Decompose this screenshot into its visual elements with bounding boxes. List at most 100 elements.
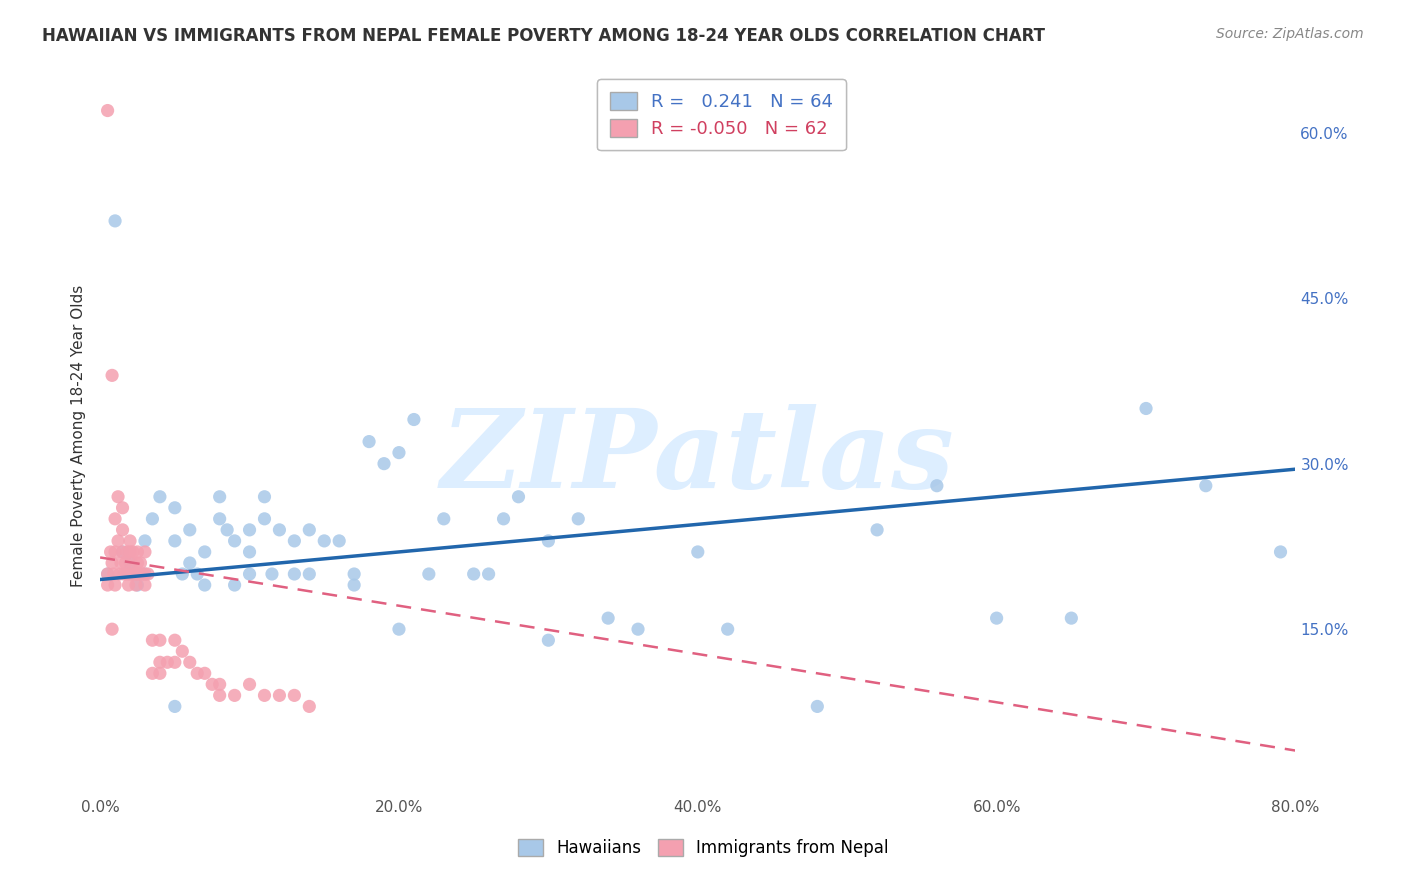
Point xyxy=(172,567,194,582)
Point xyxy=(328,533,350,548)
Point xyxy=(125,578,148,592)
Point xyxy=(127,545,149,559)
Point xyxy=(314,533,336,548)
Text: Source: ZipAtlas.com: Source: ZipAtlas.com xyxy=(1216,27,1364,41)
Point xyxy=(127,556,149,570)
Text: HAWAIIAN VS IMMIGRANTS FROM NEPAL FEMALE POVERTY AMONG 18-24 YEAR OLDS CORRELATI: HAWAIIAN VS IMMIGRANTS FROM NEPAL FEMALE… xyxy=(42,27,1045,45)
Point xyxy=(717,622,740,636)
Point xyxy=(1195,479,1218,493)
Point xyxy=(101,368,124,383)
Point xyxy=(118,567,141,582)
Point xyxy=(478,567,501,582)
Point xyxy=(806,699,828,714)
Point xyxy=(253,512,276,526)
Point xyxy=(131,567,153,582)
Point xyxy=(101,622,124,636)
Point xyxy=(100,545,122,559)
Y-axis label: Female Poverty Among 18-24 Year Olds: Female Poverty Among 18-24 Year Olds xyxy=(72,285,86,587)
Point xyxy=(269,689,291,703)
Point xyxy=(134,578,156,592)
Point xyxy=(298,699,321,714)
Point xyxy=(208,689,231,703)
Point xyxy=(253,490,276,504)
Point xyxy=(179,655,201,669)
Point xyxy=(866,523,889,537)
Point xyxy=(104,512,127,526)
Point xyxy=(117,578,139,592)
Point xyxy=(343,578,366,592)
Point xyxy=(163,699,186,714)
Point xyxy=(388,445,411,459)
Point xyxy=(224,533,246,548)
Legend: Hawaiians, Immigrants from Nepal: Hawaiians, Immigrants from Nepal xyxy=(509,831,897,866)
Point xyxy=(134,567,156,582)
Point xyxy=(373,457,395,471)
Point xyxy=(118,545,141,559)
Point xyxy=(298,567,321,582)
Point xyxy=(402,412,425,426)
Point xyxy=(97,567,120,582)
Point xyxy=(217,523,239,537)
Point xyxy=(121,556,143,570)
Point xyxy=(201,677,224,691)
Point xyxy=(260,567,283,582)
Point xyxy=(141,633,163,648)
Point xyxy=(108,567,131,582)
Point xyxy=(208,677,231,691)
Point xyxy=(283,689,305,703)
Point xyxy=(114,556,136,570)
Point xyxy=(194,578,217,592)
Point xyxy=(238,567,260,582)
Point xyxy=(134,545,156,559)
Point xyxy=(388,622,411,636)
Point xyxy=(269,523,291,537)
Point xyxy=(115,545,138,559)
Point xyxy=(104,545,127,559)
Point xyxy=(343,567,366,582)
Point xyxy=(122,567,145,582)
Point xyxy=(118,533,141,548)
Point xyxy=(124,567,146,582)
Point xyxy=(156,655,179,669)
Point xyxy=(97,567,120,582)
Point xyxy=(111,545,134,559)
Point xyxy=(283,533,305,548)
Point xyxy=(111,500,134,515)
Point xyxy=(111,523,134,537)
Point xyxy=(1135,401,1157,416)
Point xyxy=(149,490,172,504)
Point xyxy=(492,512,515,526)
Point xyxy=(111,545,134,559)
Point xyxy=(163,633,186,648)
Point xyxy=(208,490,231,504)
Point xyxy=(107,533,129,548)
Point xyxy=(283,567,305,582)
Point xyxy=(359,434,381,449)
Point xyxy=(115,567,138,582)
Point xyxy=(986,611,1008,625)
Point xyxy=(134,567,156,582)
Point xyxy=(172,644,194,658)
Point xyxy=(508,490,530,504)
Point xyxy=(128,567,150,582)
Point xyxy=(127,578,149,592)
Point xyxy=(238,677,260,691)
Point xyxy=(149,655,172,669)
Point xyxy=(122,545,145,559)
Point xyxy=(104,214,127,228)
Point xyxy=(163,500,186,515)
Point xyxy=(127,567,149,582)
Point xyxy=(136,567,159,582)
Point xyxy=(537,533,560,548)
Text: ZIPatlas: ZIPatlas xyxy=(441,404,955,511)
Point xyxy=(112,567,135,582)
Legend: R =   0.241   N = 64, R = -0.050   N = 62: R = 0.241 N = 64, R = -0.050 N = 62 xyxy=(598,79,846,151)
Point xyxy=(149,633,172,648)
Point xyxy=(103,567,125,582)
Point xyxy=(118,556,141,570)
Point xyxy=(101,556,124,570)
Point xyxy=(186,666,208,681)
Point xyxy=(537,633,560,648)
Point xyxy=(141,512,163,526)
Point xyxy=(567,512,589,526)
